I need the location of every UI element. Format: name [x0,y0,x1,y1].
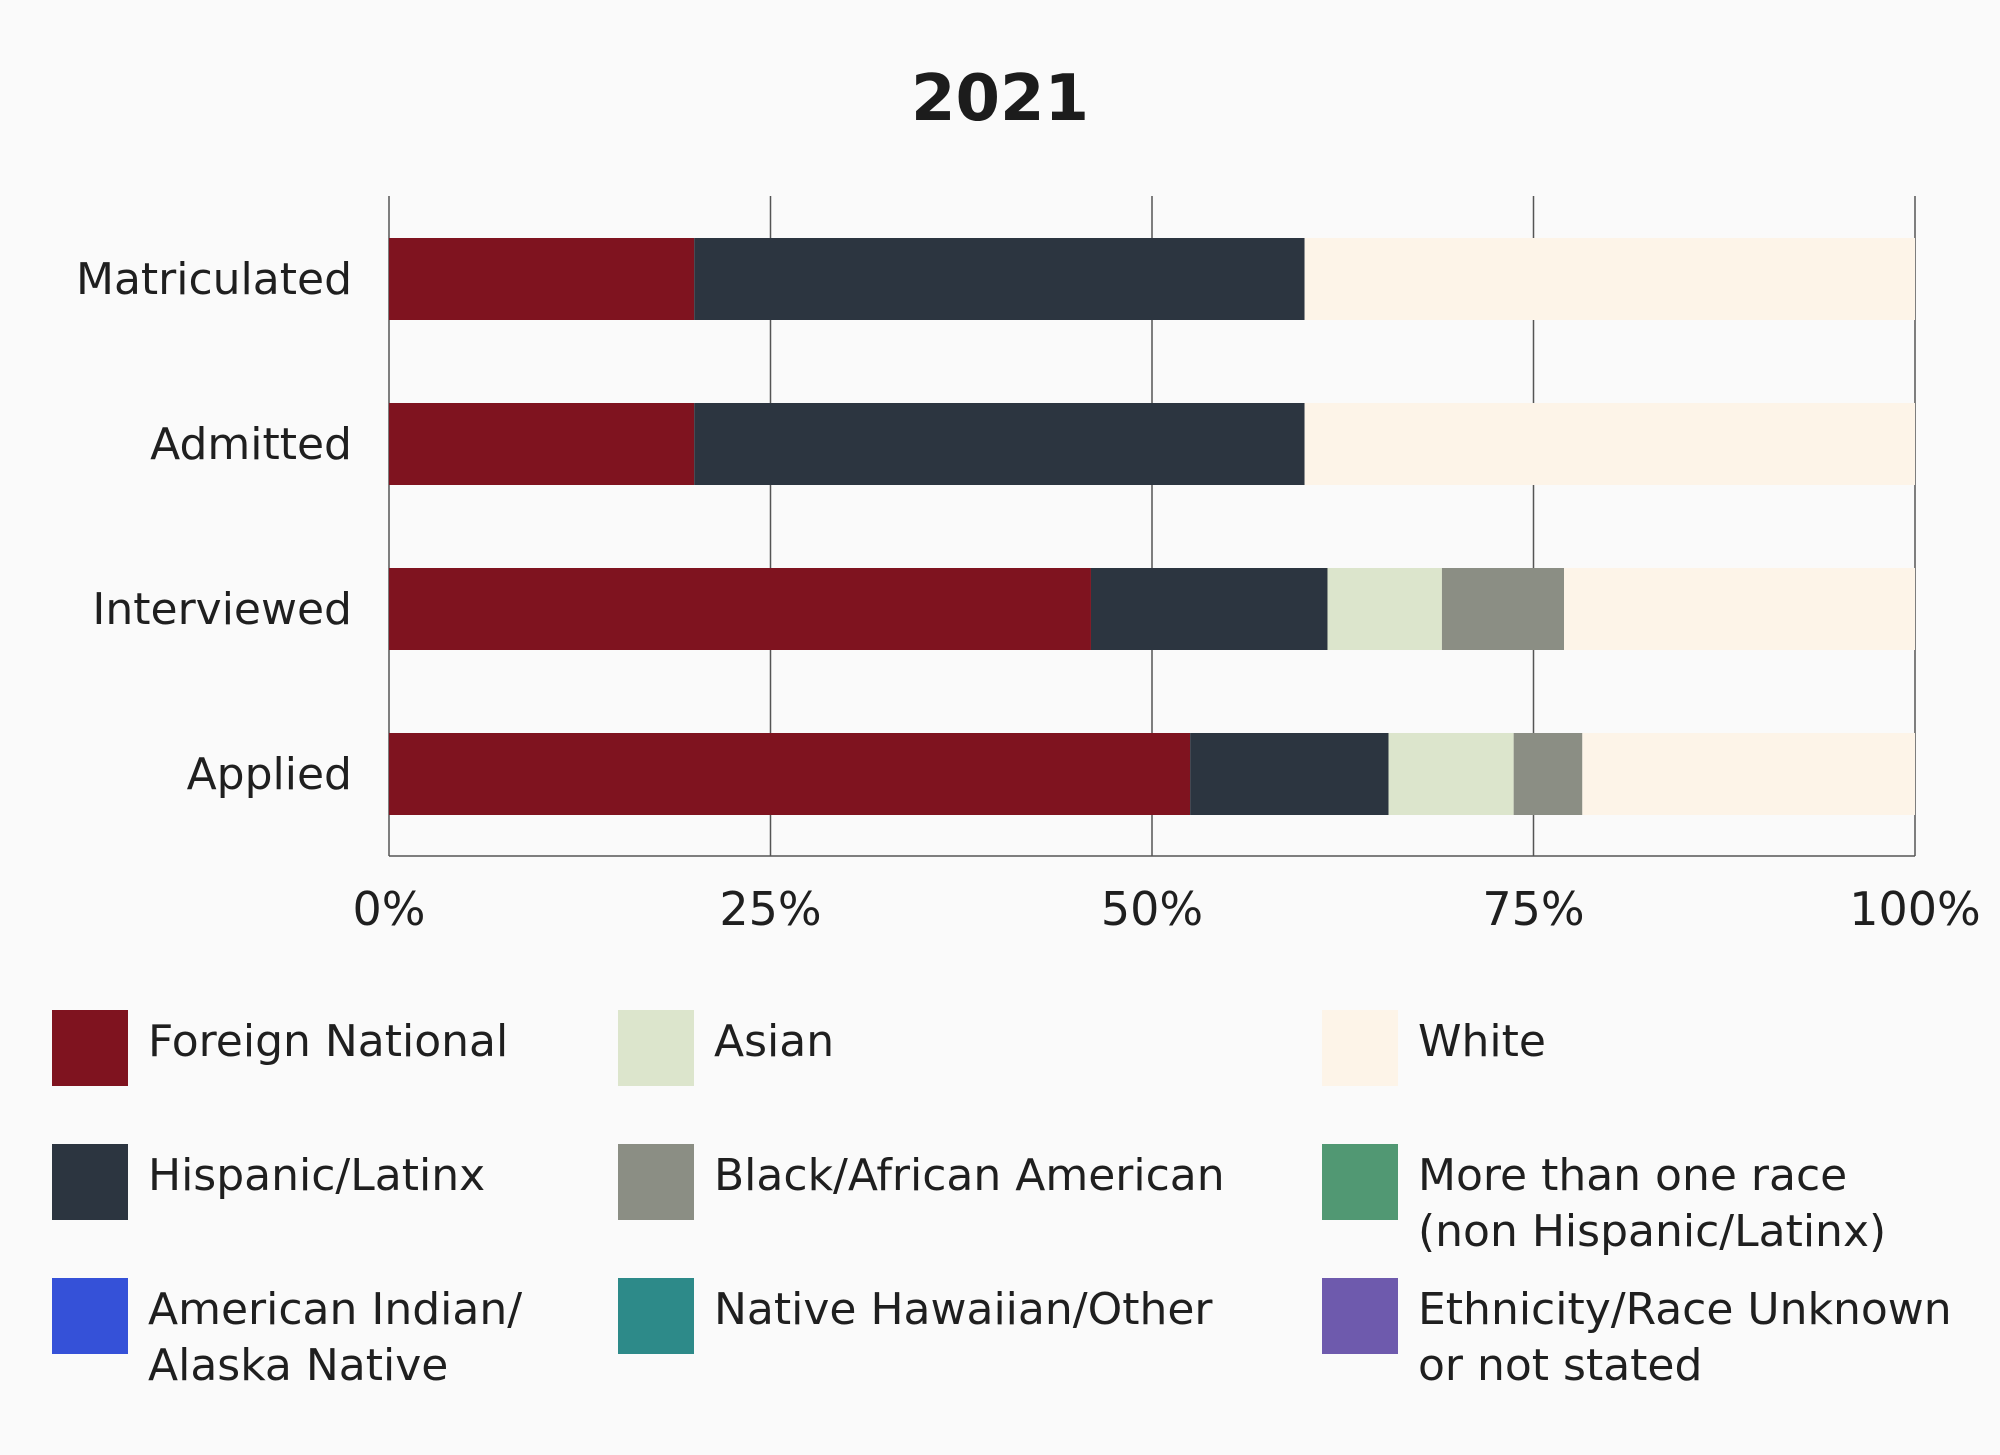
category-label-admitted: Admitted [150,419,352,470]
bar-matriculated-foreign-national [389,238,695,320]
bar-applied-black-african-american [1513,733,1583,815]
legend-swatch [52,1278,128,1354]
legend-label: White [1418,1016,1546,1067]
category-label-applied: Applied [187,749,352,800]
legend-swatch [52,1144,128,1220]
bar-interviewed-white [1564,568,1915,650]
legend-label: Hispanic/Latinx [148,1150,486,1201]
bar-applied-foreign-national [389,733,1191,815]
x-tick-label-1: 25% [719,882,821,936]
bar-applied-hispanic-latinx [1190,733,1389,815]
legend-label: Ethnicity/Race Unknown or not stated [1418,1284,1952,1391]
bar-admitted-hispanic-latinx [694,403,1305,485]
x-tick-label-0: 0% [353,882,426,936]
legend-label: Black/African American [714,1150,1225,1201]
legend-swatch [1322,1278,1398,1354]
x-tick-labels: 0% 25% 50% 75% 100% [353,882,1981,936]
legend-label: Native Hawaiian/Other [714,1284,1213,1335]
bar-applied-white [1582,733,1915,815]
bar-interviewed-hispanic-latinx [1090,568,1328,650]
bar-matriculated-white [1304,238,1915,320]
legend-swatch [618,1010,694,1086]
bar-matriculated-hispanic-latinx [694,238,1305,320]
category-labels: Matriculated Admitted Interviewed Applied [76,254,352,800]
bar-interviewed-black-african-american [1441,568,1565,650]
x-tick-label-4: 100% [1849,882,1981,936]
bar-admitted-white [1304,403,1915,485]
category-label-matriculated: Matriculated [76,254,352,305]
bar-admitted-foreign-national [389,403,695,485]
stacked-bar-chart: 2021 Matriculated Admitted Interviewed Appl… [76,62,1981,936]
category-label-interviewed: Interviewed [92,584,352,635]
bar-interviewed-foreign-national [389,568,1091,650]
legend-label: Foreign National [148,1016,509,1067]
bar-layer [389,238,1915,815]
legend-label: Asian [714,1016,835,1067]
x-tick-label-3: 75% [1482,882,1584,936]
legend-swatch [618,1278,694,1354]
legend-label: More than one race (non Hispanic/Latinx) [1418,1150,1887,1257]
legend-label: American Indian/ Alaska Native [148,1284,523,1391]
legend-swatch [52,1010,128,1086]
x-tick-label-2: 50% [1101,882,1203,936]
legend-swatch [618,1144,694,1220]
bar-applied-asian [1388,733,1514,815]
chart-title: 2021 [911,62,1089,136]
legend-swatch [1322,1144,1398,1220]
legend-swatch [1322,1010,1398,1086]
bar-interviewed-asian [1327,568,1442,650]
